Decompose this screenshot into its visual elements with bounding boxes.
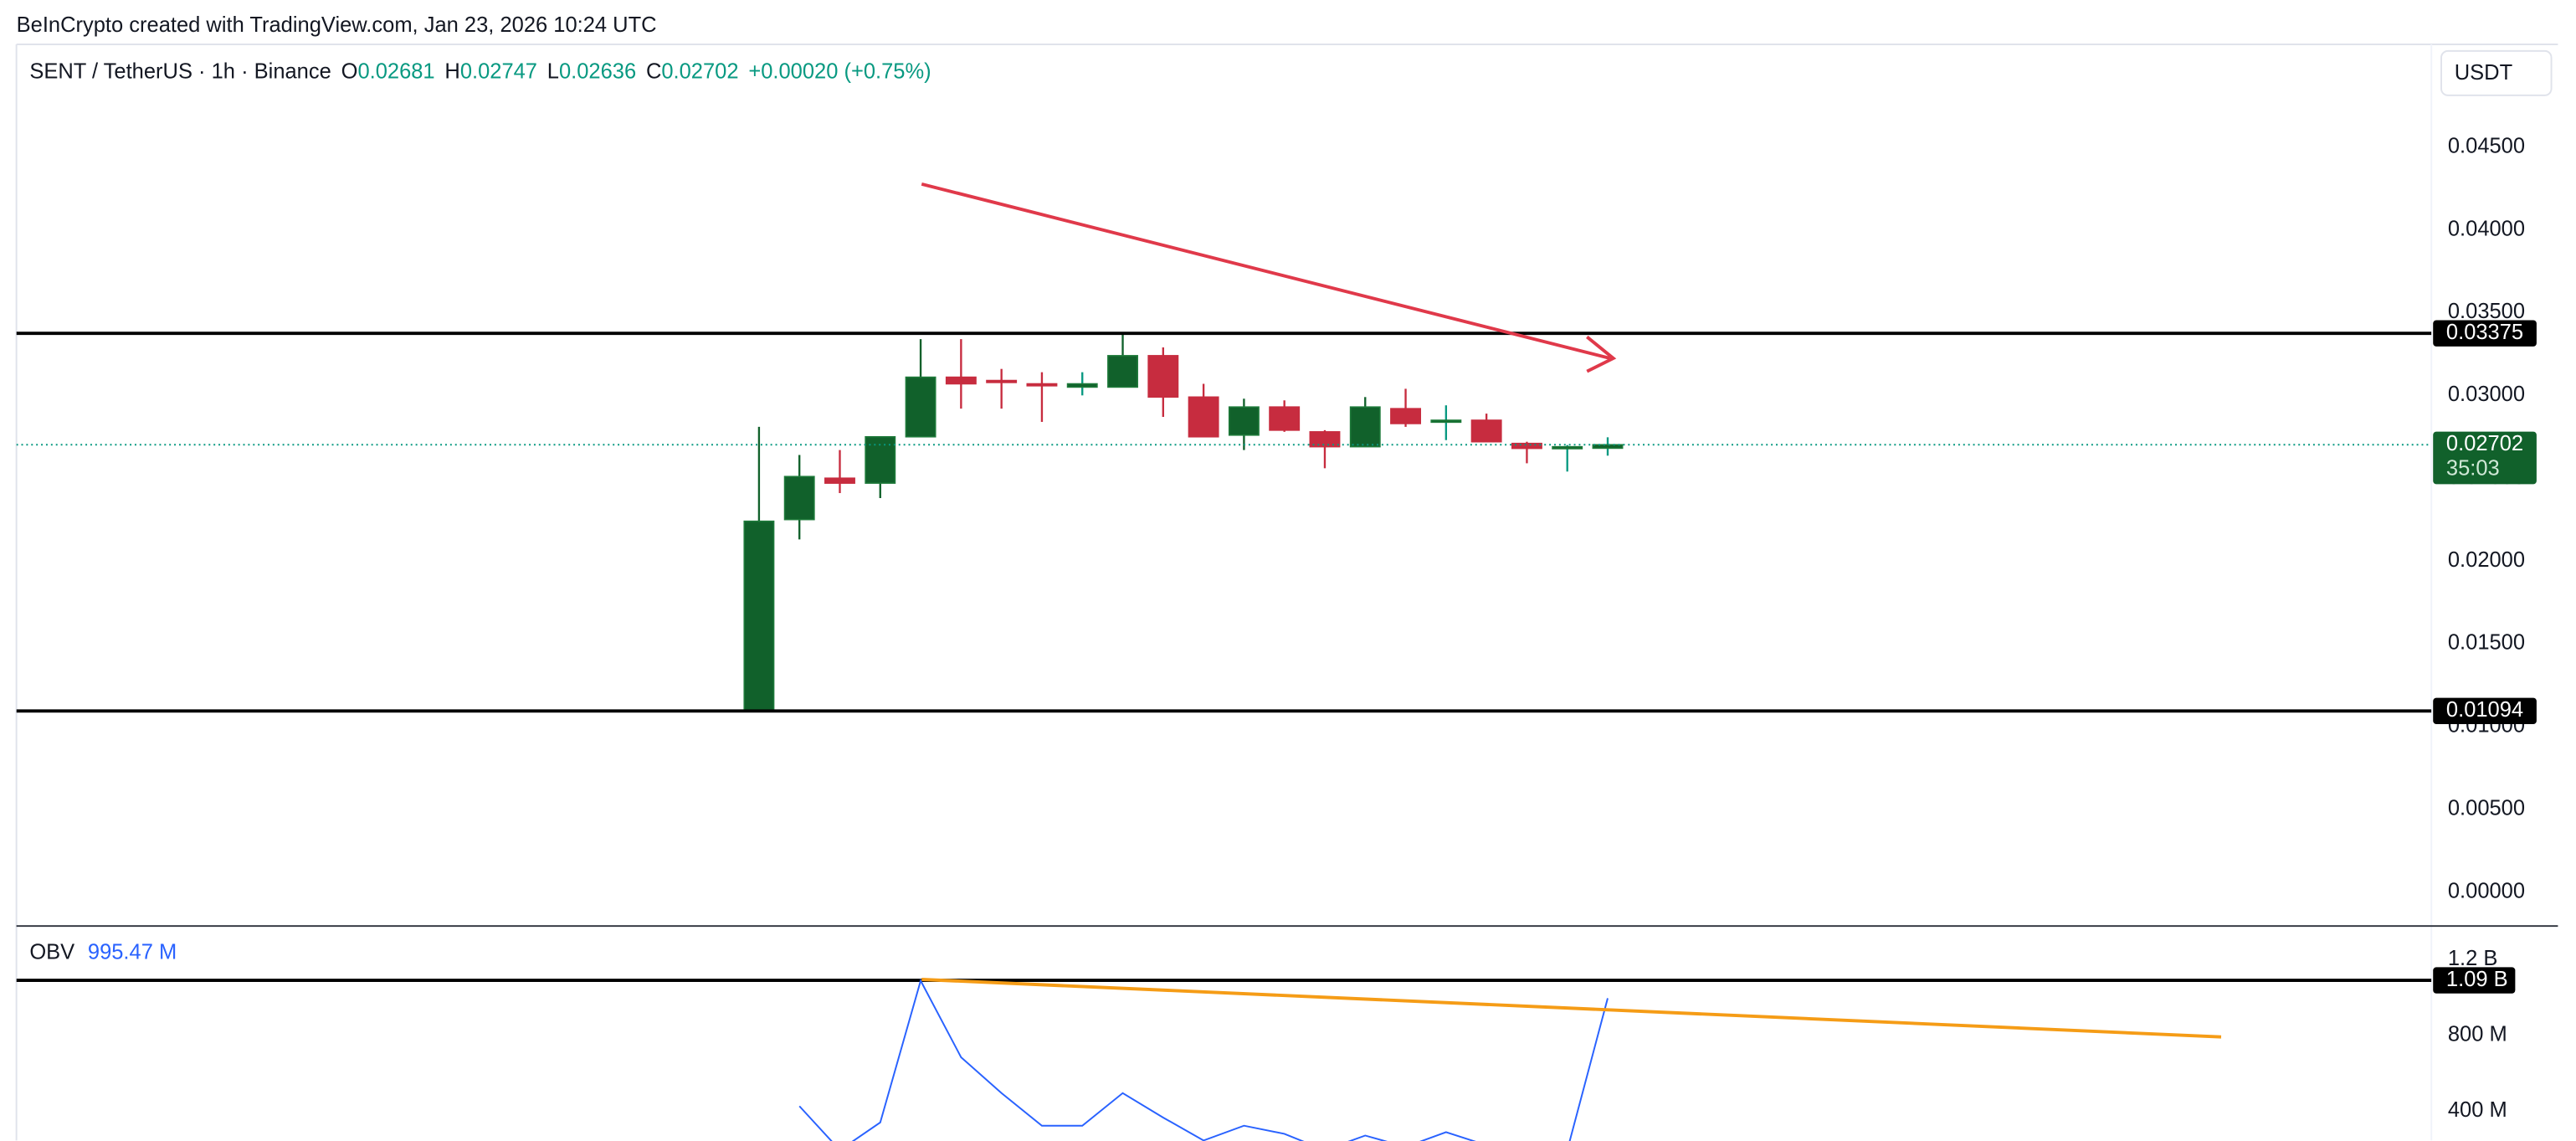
y-tick-label: 800 M	[2448, 1022, 2507, 1046]
candle-body	[1390, 408, 1422, 424]
candle-body	[1309, 431, 1341, 448]
level-box	[2433, 697, 2537, 724]
candle-body	[743, 520, 775, 711]
obv-trendline	[921, 978, 2222, 1039]
candle-body	[1228, 406, 1260, 436]
candle-body	[1470, 419, 1502, 443]
candle-body	[1026, 383, 1058, 387]
high-value: 0.02747	[460, 59, 537, 83]
candle-body	[1430, 419, 1462, 424]
candle-body	[1147, 355, 1179, 398]
candle-body	[865, 435, 896, 484]
trend-arrow	[921, 182, 1611, 360]
arrow-head	[1586, 335, 1617, 373]
level-label: 0.03375	[2446, 321, 2523, 344]
currency[interactable]: USDT	[2455, 61, 2512, 85]
annotations	[921, 182, 2222, 1039]
close-value: 0.02702	[661, 59, 738, 83]
field: O	[341, 59, 358, 83]
candle-body	[783, 475, 815, 521]
obv-legend: OBV 995.47 M	[29, 940, 177, 964]
level-label: 0.01094	[2446, 698, 2523, 722]
y-tick-label: 0.03000	[2448, 383, 2525, 406]
last-price-box	[2433, 431, 2537, 485]
obv-name: OBV	[29, 940, 74, 964]
candle-body	[905, 376, 936, 438]
y-tick-label: 400 M	[2448, 1098, 2507, 1122]
countdown: 35:03	[2446, 456, 2500, 480]
y-tick-label: 0.01500	[2448, 631, 2525, 655]
field: H	[444, 59, 459, 83]
candle-body	[1269, 406, 1301, 431]
candle-body	[1107, 355, 1138, 388]
candle-body	[824, 477, 855, 484]
candle-body	[1511, 442, 1542, 450]
last-price-label: 0.02702	[2446, 432, 2523, 455]
candle-body	[1552, 445, 1583, 450]
low-value: 0.02636	[559, 59, 636, 83]
main-pane	[16, 332, 2432, 713]
field: L	[547, 59, 559, 83]
candle-body	[1349, 406, 1381, 448]
y-tick-label: 0.04000	[2448, 217, 2525, 240]
candle-body	[1066, 383, 1098, 388]
level-box	[2433, 967, 2516, 994]
field: C	[646, 59, 661, 83]
y-tick-label: 0.00000	[2448, 879, 2525, 902]
axes: 0.045000.040000.035000.030000.025000.020…	[2433, 134, 2537, 1122]
legend: SENT / TetherUS · 1h · Binance O0.02681 H0…	[29, 59, 931, 83]
y-tick-label: 1.2 B	[2448, 947, 2498, 970]
change: +0.00020 (+0.75%)	[748, 59, 931, 83]
candle-body	[945, 376, 977, 385]
y-tick-label: 0.03500	[2448, 300, 2525, 323]
level-box	[2433, 320, 2537, 347]
symbol: SENT / TetherUS · 1h · Binance	[29, 59, 331, 83]
candle-body	[986, 379, 1018, 383]
candle-body	[1188, 396, 1219, 438]
y-tick-label: 0.04500	[2448, 134, 2525, 157]
obv-value: 995.47 M	[88, 940, 177, 964]
currency-box[interactable]	[2440, 49, 2553, 96]
candle-body	[1592, 444, 1624, 450]
level-label: 1.09 B	[2446, 968, 2508, 991]
y-tick-label: 0.02000	[2448, 548, 2525, 572]
open-value: 0.02681	[357, 59, 434, 83]
y-tick-label: 0.00500	[2448, 797, 2525, 820]
credit: BeInCrypto created with TradingView.com,…	[17, 13, 657, 37]
